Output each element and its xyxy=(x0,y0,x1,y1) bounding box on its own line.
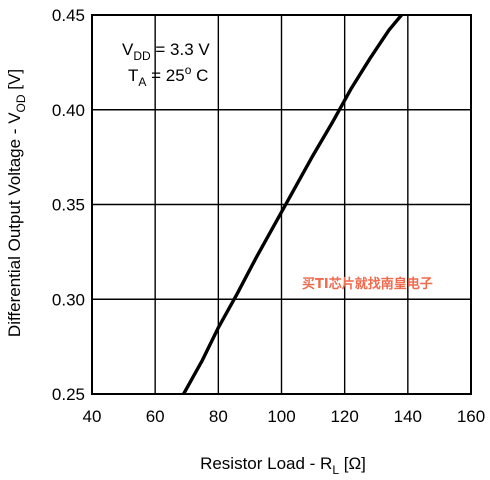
x-tick-label: 160 xyxy=(457,407,485,426)
watermark: 买TI芯片就找南皇电子 xyxy=(302,276,433,292)
y-tick-label: 0.35 xyxy=(52,196,85,215)
x-tick-label: 40 xyxy=(83,407,102,426)
x-tick-labels: 40 60 80 100 120 140 160 xyxy=(83,407,486,426)
y-tick-labels: 0.25 0.30 0.35 0.40 0.45 xyxy=(52,6,85,404)
x-tick-label: 60 xyxy=(146,407,165,426)
y-tick-label: 0.30 xyxy=(52,290,85,309)
x-tick-label: 80 xyxy=(209,407,228,426)
x-tick-label: 100 xyxy=(267,407,295,426)
y-axis-label: Differential Output Voltage - VOD [V] xyxy=(5,69,28,337)
series-line xyxy=(182,13,403,395)
plot-frame xyxy=(91,14,472,395)
y-tick-label: 0.25 xyxy=(52,385,85,404)
series xyxy=(182,13,403,395)
annotation-vdd: VDD = 3.3 V xyxy=(122,40,210,63)
annotation-ta: TA = 25o C xyxy=(128,63,208,89)
x-tick-label: 140 xyxy=(394,407,422,426)
x-tick-label: 120 xyxy=(330,407,358,426)
x-axis-label: Resistor Load - RL [Ω] xyxy=(200,454,366,477)
y-tick-label: 0.40 xyxy=(52,101,85,120)
y-tick-label: 0.45 xyxy=(52,6,85,25)
